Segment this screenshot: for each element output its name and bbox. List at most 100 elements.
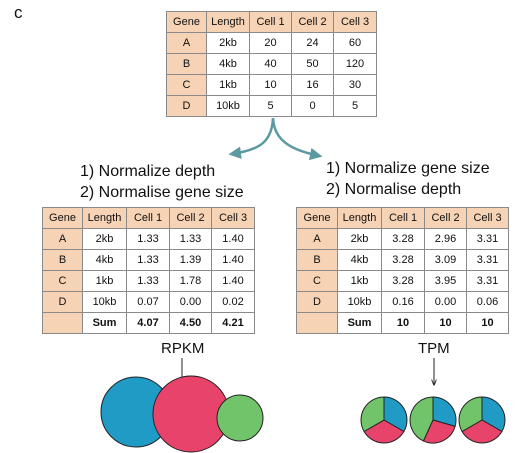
tpm-table: Gene Length Cell 1 Cell 2 Cell 3 A 2kb 3… bbox=[296, 207, 509, 334]
gene-cell: D bbox=[296, 291, 338, 313]
value-cell: 0.06 bbox=[466, 291, 509, 313]
header-cell-1: Cell 1 bbox=[249, 11, 292, 33]
length-cell: 2kb bbox=[337, 228, 382, 250]
table-row: B 4kb 3.28 3.09 3.31 bbox=[296, 249, 509, 271]
value-cell: 0 bbox=[291, 95, 334, 117]
gene-cell: C bbox=[166, 74, 207, 96]
length-cell: 2kb bbox=[82, 228, 127, 250]
value-cell: 120 bbox=[333, 53, 377, 75]
table-row: A 2kb 3.28 2.96 3.31 bbox=[296, 228, 509, 250]
table-row: C 1kb 3.28 3.95 3.31 bbox=[296, 270, 509, 292]
value-cell: 1.40 bbox=[211, 270, 255, 292]
panel-label: c bbox=[14, 3, 23, 22]
header-cell-2: Cell 2 bbox=[424, 207, 467, 229]
rpkm-label: RPKM bbox=[161, 340, 205, 357]
header-cell-3: Cell 3 bbox=[466, 207, 509, 229]
value-cell: 50 bbox=[291, 53, 334, 75]
gene-cell: B bbox=[296, 249, 338, 271]
length-cell: 10kb bbox=[82, 291, 127, 313]
gene-cell: B bbox=[166, 53, 207, 75]
gene-cell: C bbox=[296, 270, 338, 292]
sum-label: Sum bbox=[337, 312, 382, 334]
value-cell: 0.07 bbox=[126, 291, 170, 313]
header-length: Length bbox=[206, 11, 250, 33]
value-cell: 20 bbox=[249, 32, 292, 54]
value-cell: 3.28 bbox=[381, 249, 425, 271]
blank-cell bbox=[296, 312, 338, 334]
value-cell: 3.28 bbox=[381, 228, 425, 250]
value-cell: 1.33 bbox=[169, 228, 212, 250]
gene-cell: D bbox=[166, 95, 207, 117]
value-cell: 1.39 bbox=[169, 249, 212, 271]
header-cell-3: Cell 3 bbox=[333, 11, 377, 33]
table-row: B 4kb 1.33 1.39 1.40 bbox=[42, 249, 255, 271]
value-cell: 2.96 bbox=[424, 228, 467, 250]
raw-counts-table: Gene Length Cell 1 Cell 2 Cell 3 A 2kb 2… bbox=[166, 11, 377, 117]
sum-cell: 4.07 bbox=[126, 312, 170, 334]
value-cell: 1.33 bbox=[126, 228, 170, 250]
sum-cell: 10 bbox=[424, 312, 467, 334]
value-cell: 3.31 bbox=[466, 249, 509, 271]
sum-row: Sum 4.07 4.50 4.21 bbox=[42, 312, 255, 334]
table-row: A 2kb 1.33 1.33 1.40 bbox=[42, 228, 255, 250]
header-length: Length bbox=[82, 207, 127, 229]
value-cell: 1.40 bbox=[211, 249, 255, 271]
tpm-pie-cell-1 bbox=[360, 396, 408, 444]
value-cell: 0.00 bbox=[424, 291, 467, 313]
table-row: D 10kb 5 0 5 bbox=[166, 95, 377, 117]
header-cell-1: Cell 1 bbox=[126, 207, 170, 229]
value-cell: 0.02 bbox=[211, 291, 255, 313]
length-cell: 1kb bbox=[82, 270, 127, 292]
length-cell: 10kb bbox=[206, 95, 250, 117]
header-cell-1: Cell 1 bbox=[381, 207, 425, 229]
table-header-row: Gene Length Cell 1 Cell 2 Cell 3 bbox=[296, 207, 509, 229]
value-cell: 3.31 bbox=[466, 228, 509, 250]
table-row: B 4kb 40 50 120 bbox=[166, 53, 377, 75]
length-cell: 1kb bbox=[337, 270, 382, 292]
rpkm-step-2: 2) Normalise gene size bbox=[80, 184, 244, 201]
gene-cell: A bbox=[42, 228, 83, 250]
value-cell: 1.40 bbox=[211, 228, 255, 250]
tpm-pie-cell-2 bbox=[409, 396, 457, 444]
length-cell: 10kb bbox=[337, 291, 382, 313]
value-cell: 5 bbox=[333, 95, 377, 117]
tpm-label: TPM bbox=[418, 340, 450, 357]
value-cell: 1.33 bbox=[126, 249, 170, 271]
value-cell: 0.16 bbox=[381, 291, 425, 313]
table-header-row: Gene Length Cell 1 Cell 2 Cell 3 bbox=[166, 11, 377, 33]
length-cell: 4kb bbox=[82, 249, 127, 271]
header-gene: Gene bbox=[166, 11, 207, 33]
split-arrow-right bbox=[271, 117, 323, 161]
value-cell: 3.31 bbox=[466, 270, 509, 292]
gene-cell: C bbox=[42, 270, 83, 292]
rpkm-step-1: 1) Normalize depth bbox=[80, 163, 216, 180]
rpkm-table: Gene Length Cell 1 Cell 2 Cell 3 A 2kb 1… bbox=[42, 207, 255, 334]
value-cell: 0.00 bbox=[169, 291, 212, 313]
value-cell: 1.33 bbox=[126, 270, 170, 292]
length-cell: 1kb bbox=[206, 74, 250, 96]
header-gene: Gene bbox=[296, 207, 338, 229]
tpm-step-2: 2) Normalise depth bbox=[326, 181, 462, 198]
tpm-pie-cell-3 bbox=[458, 396, 506, 444]
sum-cell: 4.50 bbox=[169, 312, 212, 334]
value-cell: 3.28 bbox=[381, 270, 425, 292]
sum-cell: 10 bbox=[466, 312, 509, 334]
table-row: D 10kb 0.07 0.00 0.02 bbox=[42, 291, 255, 313]
sum-cell: 10 bbox=[381, 312, 425, 334]
header-cell-3: Cell 3 bbox=[211, 207, 255, 229]
value-cell: 1.78 bbox=[169, 270, 212, 292]
length-cell: 4kb bbox=[337, 249, 382, 271]
gene-cell: A bbox=[166, 32, 207, 54]
header-length: Length bbox=[337, 207, 382, 229]
table-row: D 10kb 0.16 0.00 0.06 bbox=[296, 291, 509, 313]
table-row: C 1kb 10 16 30 bbox=[166, 74, 377, 96]
gene-cell: B bbox=[42, 249, 83, 271]
gene-cell: D bbox=[42, 291, 83, 313]
sum-cell: 4.21 bbox=[211, 312, 255, 334]
gene-cell: A bbox=[296, 228, 338, 250]
sum-row: Sum 10 10 10 bbox=[296, 312, 509, 334]
rpkm-circle-cell-3 bbox=[216, 394, 264, 442]
table-header-row: Gene Length Cell 1 Cell 2 Cell 3 bbox=[42, 207, 255, 229]
header-gene: Gene bbox=[42, 207, 83, 229]
